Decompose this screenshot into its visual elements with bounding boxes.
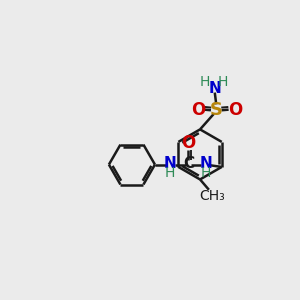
Text: H: H [200,75,210,89]
Text: S: S [210,101,223,119]
Text: O: O [181,134,196,152]
Text: C: C [183,156,194,171]
Text: H: H [165,167,175,180]
Text: N: N [208,81,221,96]
Text: N: N [199,156,212,171]
Text: N: N [164,156,177,171]
Text: O: O [228,101,242,119]
Text: H: H [200,167,211,180]
Text: H: H [218,75,228,89]
Text: O: O [191,101,205,119]
Text: CH₃: CH₃ [199,189,225,202]
